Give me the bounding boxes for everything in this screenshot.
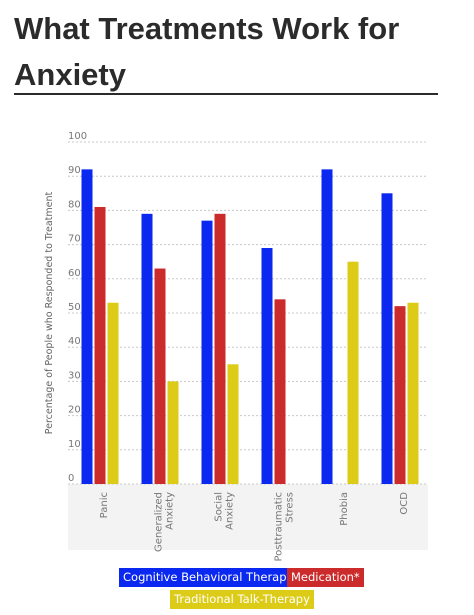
bar-talk-therapy xyxy=(227,364,239,484)
x-tick-label-line: Panic xyxy=(99,492,110,518)
title-divider xyxy=(14,93,438,95)
bar-medication xyxy=(154,268,166,484)
y-tick-label: 70 xyxy=(68,234,81,245)
y-tick-label: 0 xyxy=(68,473,74,484)
bar-talk-therapy xyxy=(107,302,119,484)
bar-cbt xyxy=(201,220,213,484)
bar-medication xyxy=(94,206,106,485)
x-tick-label-line: Stress xyxy=(285,492,296,523)
y-tick-label: 80 xyxy=(68,199,81,210)
x-tick-label: Panic xyxy=(99,492,110,518)
x-tick-label: Social Anxiety xyxy=(214,492,236,530)
bar-talk-therapy xyxy=(167,381,179,484)
bar-medication xyxy=(274,299,286,484)
page-title: What Treatments Work for Anxiety xyxy=(14,11,400,92)
bar-cbt xyxy=(381,193,393,485)
y-tick-label: 10 xyxy=(68,439,81,450)
bar-cbt xyxy=(261,248,273,484)
y-axis-label: Percentage of People who Responded to Tr… xyxy=(44,191,55,434)
legend-item-cbt: Cognitive Behavioral Therapy xyxy=(119,568,298,587)
x-tick-label: Generalized Anxiety xyxy=(154,492,176,552)
x-tick-label: Phobia xyxy=(339,492,350,526)
x-tick-label-line: Posttraumatic xyxy=(274,492,285,562)
x-tick-label-line: OCD xyxy=(399,492,410,515)
x-tick-label-line: Anxiety xyxy=(225,492,236,530)
bar-cbt xyxy=(321,169,333,485)
y-tick-label: 90 xyxy=(68,165,81,176)
bar-medication xyxy=(214,213,226,484)
bar-medication xyxy=(394,306,406,484)
bar-cbt xyxy=(81,169,93,485)
legend-item-medication: Medication* xyxy=(287,568,364,587)
y-tick-label: 50 xyxy=(68,302,81,313)
bar-cbt xyxy=(141,213,153,484)
bar-talk-therapy xyxy=(347,261,359,484)
legend-item-talk-therapy: Traditional Talk-Therapy xyxy=(170,590,314,609)
bar-talk-therapy xyxy=(407,302,419,484)
x-tick-label-line: Generalized xyxy=(154,492,165,552)
y-tick-label: 60 xyxy=(68,268,81,279)
y-tick-label: 40 xyxy=(68,336,81,347)
y-tick-label: 20 xyxy=(68,405,81,416)
y-tick-label: 100 xyxy=(68,131,87,142)
x-tick-label: Posttraumatic Stress xyxy=(274,492,296,562)
x-tick-label-line: Social xyxy=(214,492,225,522)
x-tick-label-line: Anxiety xyxy=(165,492,176,530)
x-tick-label: OCD xyxy=(399,492,410,515)
x-tick-label-line: Phobia xyxy=(339,492,350,526)
y-tick-label: 30 xyxy=(68,370,81,381)
